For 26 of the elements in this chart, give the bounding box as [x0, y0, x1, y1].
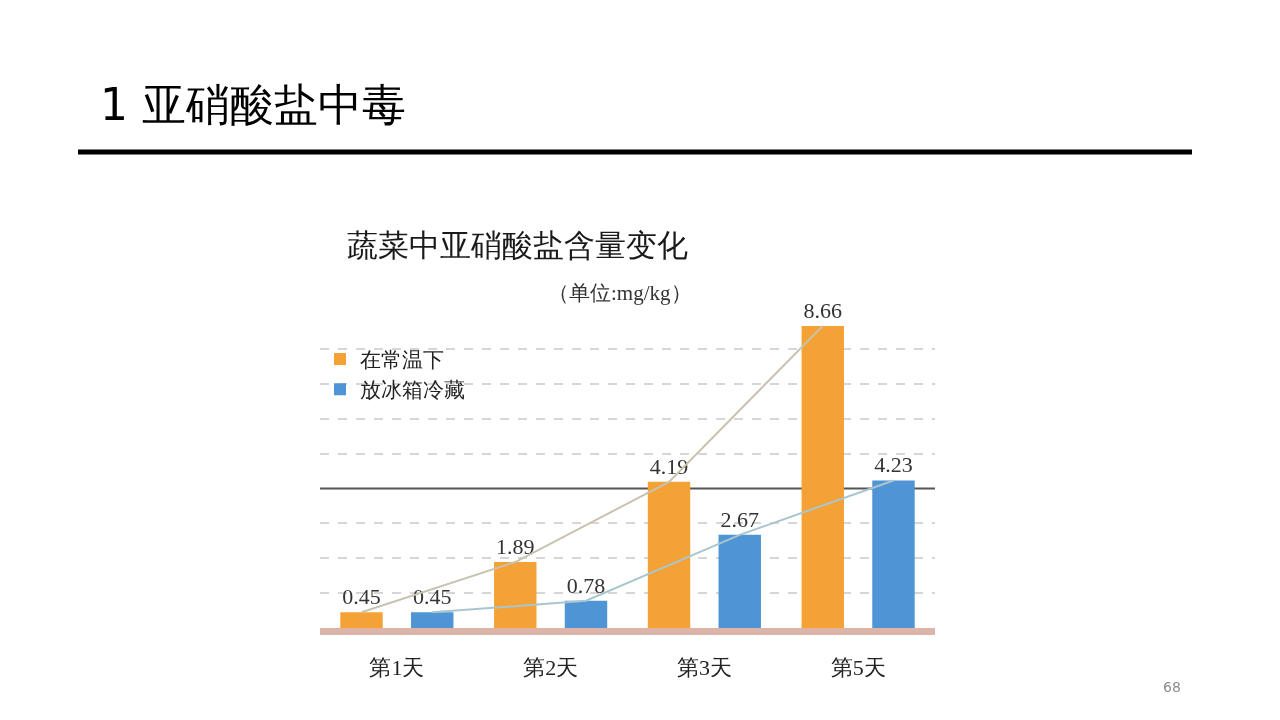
bar: [340, 612, 383, 628]
x-tick-label: 第5天: [830, 655, 886, 681]
data-label: 2.67: [720, 506, 759, 532]
data-label: 4.23: [874, 452, 913, 478]
data-label: 0.78: [566, 572, 606, 598]
data-label: 0.45: [342, 584, 381, 610]
text: （单位:mg/kg）: [548, 281, 692, 305]
data-label: 0.45: [412, 584, 452, 610]
x-tick-label: 第1天: [369, 655, 425, 681]
bar: [872, 480, 915, 628]
text: 68: [1163, 679, 1181, 695]
bar: [801, 325, 844, 628]
data-label: 1.89: [496, 534, 535, 560]
legend-label: 放冰箱冷藏: [360, 378, 465, 403]
chart-title: 1 亚硝酸盐中毒: [100, 79, 406, 131]
data-label: 8.66: [803, 297, 843, 323]
legend-label: 在常温下: [360, 348, 444, 373]
x-tick-label: 第2天: [523, 655, 579, 681]
x-tick-label: 第3天: [676, 655, 732, 681]
bar: [564, 600, 608, 628]
bar: [718, 534, 761, 628]
chart-subtitle: 蔬菜中亚硝酸盐含量变化: [347, 227, 688, 263]
bar: [647, 481, 691, 628]
bar: [411, 612, 454, 628]
data-label: 4.19: [649, 453, 689, 479]
bar: [494, 562, 537, 628]
